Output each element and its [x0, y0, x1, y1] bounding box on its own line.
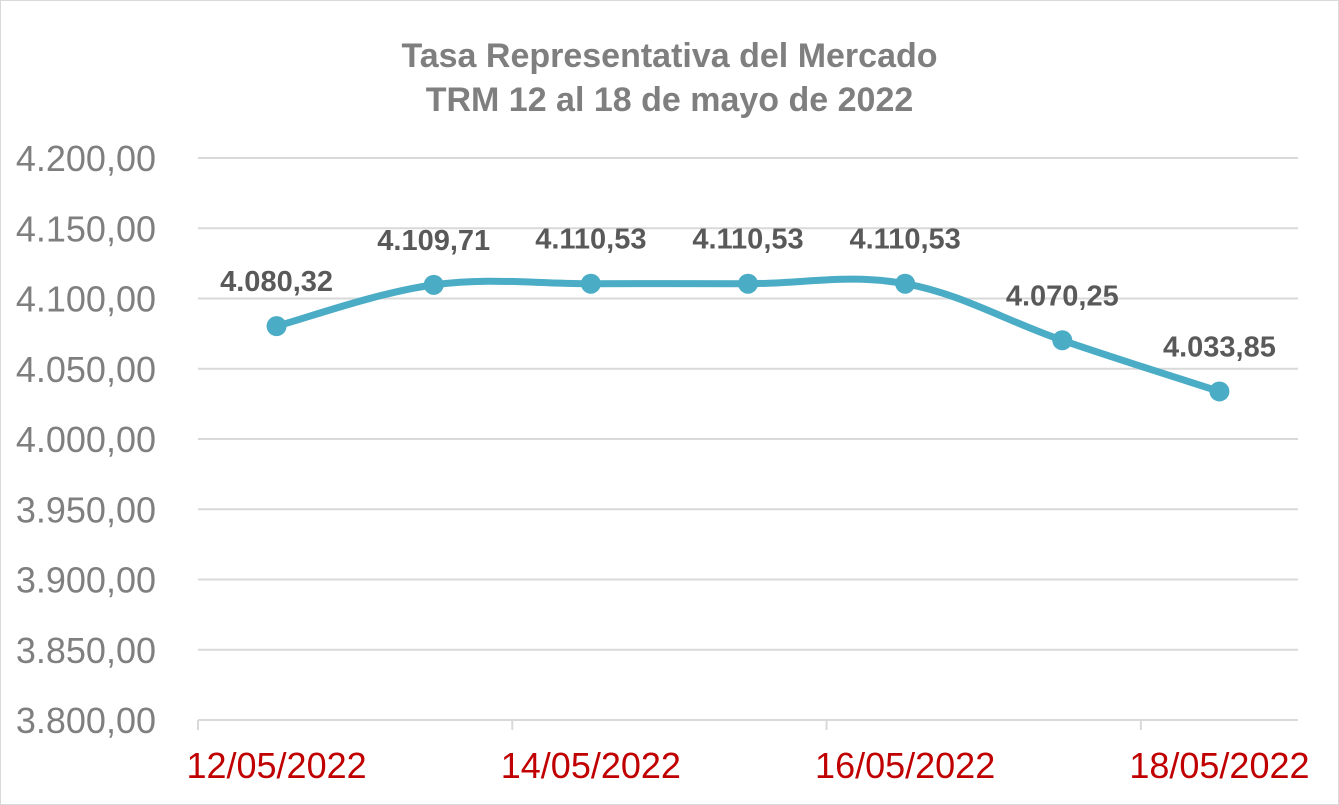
y-tick-label: 4.200,00: [16, 138, 156, 179]
data-point: [580, 273, 601, 294]
y-tick-label: 4.050,00: [16, 349, 156, 390]
data-point: [423, 274, 444, 295]
data-point: [1209, 381, 1230, 402]
data-label: 4.070,25: [1006, 280, 1119, 312]
chart-subtitle: TRM 12 al 18 de mayo de 2022: [425, 81, 914, 119]
y-tick-label: 4.000,00: [16, 419, 156, 460]
y-tick-label: 3.850,00: [16, 630, 156, 671]
data-point: [1052, 330, 1073, 351]
y-tick-label: 4.100,00: [16, 279, 156, 320]
y-tick-label: 3.800,00: [16, 700, 156, 741]
y-tick-label: 4.150,00: [16, 208, 156, 249]
data-label: 4.109,71: [377, 225, 490, 257]
data-point: [895, 273, 916, 294]
x-tick-label: 16/05/2022: [815, 745, 995, 786]
x-tick-label: 18/05/2022: [1129, 745, 1309, 786]
data-label: 4.033,85: [1163, 331, 1276, 363]
data-point: [266, 316, 287, 337]
x-tick-label: 12/05/2022: [186, 745, 366, 786]
y-tick-label: 3.900,00: [16, 560, 156, 601]
data-label: 4.080,32: [220, 266, 333, 298]
data-label: 4.110,53: [692, 224, 803, 256]
x-tick-label: 14/05/2022: [501, 745, 681, 786]
data-point: [738, 273, 758, 294]
data-label: 4.110,53: [535, 224, 646, 256]
data-label: 4.110,53: [849, 224, 960, 256]
y-tick-label: 3.950,00: [16, 489, 156, 530]
chart-title: Tasa Representativa del Mercado: [401, 37, 938, 75]
